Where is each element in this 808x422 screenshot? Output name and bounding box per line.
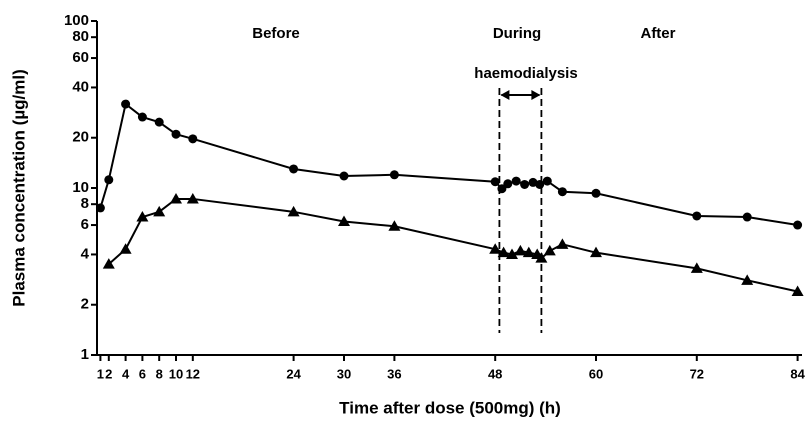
marker — [791, 285, 804, 297]
x-tick-label: 6 — [139, 366, 146, 381]
x-tick-label: 24 — [286, 366, 301, 381]
y-tick-label: 100 — [64, 12, 89, 29]
marker — [511, 176, 521, 186]
marker — [104, 175, 114, 185]
x-tick-label: 36 — [387, 366, 401, 381]
annotation: After — [640, 25, 675, 42]
marker — [154, 117, 164, 127]
annotation: haemodialysis — [474, 65, 577, 82]
annotation: During — [493, 25, 541, 42]
y-tick-label: 80 — [72, 28, 89, 45]
x-tick-label: 10 — [169, 366, 183, 381]
marker — [287, 205, 300, 217]
marker — [170, 192, 182, 204]
y-tick-label: 4 — [81, 245, 90, 262]
y-tick-label: 6 — [81, 216, 89, 233]
y-tick-label: 20 — [72, 129, 89, 146]
marker — [522, 246, 535, 258]
x-tick-label: 12 — [186, 366, 200, 381]
marker — [339, 171, 349, 181]
x-tick-label: 1 — [97, 366, 104, 381]
marker — [497, 246, 510, 258]
marker — [95, 203, 105, 213]
marker — [692, 211, 702, 221]
y-tick-label: 1 — [81, 346, 89, 363]
y-tick-label: 2 — [81, 296, 89, 313]
y-tick-label: 60 — [72, 49, 89, 66]
marker — [503, 179, 513, 189]
marker — [102, 258, 115, 269]
x-tick-label: 8 — [156, 366, 163, 381]
marker — [338, 215, 350, 227]
marker — [171, 129, 181, 139]
marker — [289, 164, 299, 174]
marker — [121, 99, 131, 109]
x-tick-label: 2 — [105, 366, 112, 381]
y-tick-label: 8 — [81, 195, 89, 212]
marker — [137, 112, 147, 122]
series-line — [99, 102, 798, 227]
marker — [119, 243, 132, 254]
x-tick-label: 30 — [337, 366, 351, 381]
y-tick-label: 10 — [72, 179, 89, 196]
marker — [188, 134, 198, 144]
marker — [389, 170, 399, 180]
marker — [490, 177, 500, 187]
marker — [489, 243, 502, 254]
y-axis-label: Plasma concentration (µg/ml) — [9, 69, 28, 306]
marker — [506, 248, 518, 259]
marker — [542, 176, 552, 186]
marker — [514, 244, 527, 256]
marker — [388, 220, 401, 231]
marker — [535, 252, 548, 263]
x-tick-label: 84 — [790, 366, 805, 381]
x-tick-label: 4 — [122, 366, 130, 381]
x-tick-label: 60 — [589, 366, 603, 381]
marker — [690, 262, 703, 273]
arrow-head — [500, 90, 541, 100]
marker — [557, 187, 567, 197]
marker — [520, 179, 530, 189]
x-tick-label: 72 — [690, 366, 704, 381]
annotation: Before — [252, 25, 300, 42]
marker — [543, 244, 556, 256]
marker — [741, 274, 754, 285]
marker — [590, 246, 602, 258]
marker — [186, 192, 199, 204]
marker — [556, 238, 569, 249]
marker — [591, 188, 601, 198]
x-axis-label: Time after dose (500mg) (h) — [339, 398, 561, 417]
x-tick-label: 48 — [488, 366, 502, 381]
marker — [793, 220, 803, 230]
y-tick-label: 40 — [72, 78, 89, 95]
marker — [153, 205, 166, 217]
marker — [535, 179, 545, 189]
marker — [497, 184, 507, 194]
marker — [136, 211, 149, 222]
marker — [742, 212, 752, 222]
series-line — [108, 197, 798, 293]
